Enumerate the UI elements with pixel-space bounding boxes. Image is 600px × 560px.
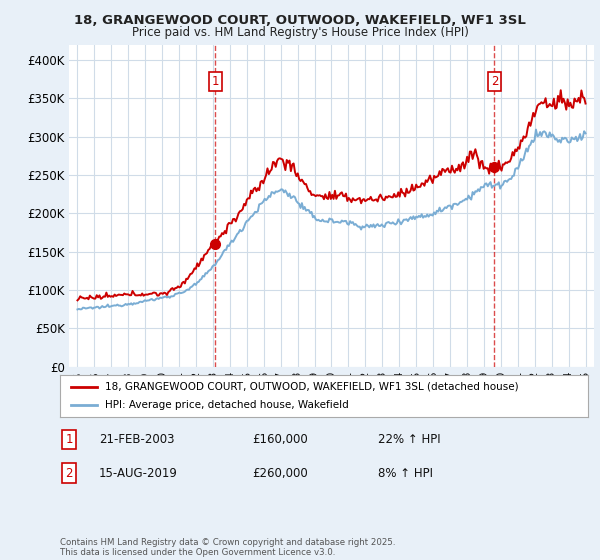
Text: 2: 2 [65,466,73,480]
Text: Price paid vs. HM Land Registry's House Price Index (HPI): Price paid vs. HM Land Registry's House … [131,26,469,39]
Text: 18, GRANGEWOOD COURT, OUTWOOD, WAKEFIELD, WF1 3SL: 18, GRANGEWOOD COURT, OUTWOOD, WAKEFIELD… [74,14,526,27]
Text: 1: 1 [65,433,73,446]
Text: 8% ↑ HPI: 8% ↑ HPI [378,466,433,480]
Text: 1: 1 [212,76,219,88]
Text: £260,000: £260,000 [252,466,308,480]
Text: 18, GRANGEWOOD COURT, OUTWOOD, WAKEFIELD, WF1 3SL (detached house): 18, GRANGEWOOD COURT, OUTWOOD, WAKEFIELD… [105,382,518,392]
Text: HPI: Average price, detached house, Wakefield: HPI: Average price, detached house, Wake… [105,400,349,410]
Text: 15-AUG-2019: 15-AUG-2019 [99,466,178,480]
Text: 21-FEB-2003: 21-FEB-2003 [99,433,175,446]
Text: 22% ↑ HPI: 22% ↑ HPI [378,433,440,446]
Text: Contains HM Land Registry data © Crown copyright and database right 2025.
This d: Contains HM Land Registry data © Crown c… [60,538,395,557]
Text: 2: 2 [491,76,498,88]
Text: £160,000: £160,000 [252,433,308,446]
